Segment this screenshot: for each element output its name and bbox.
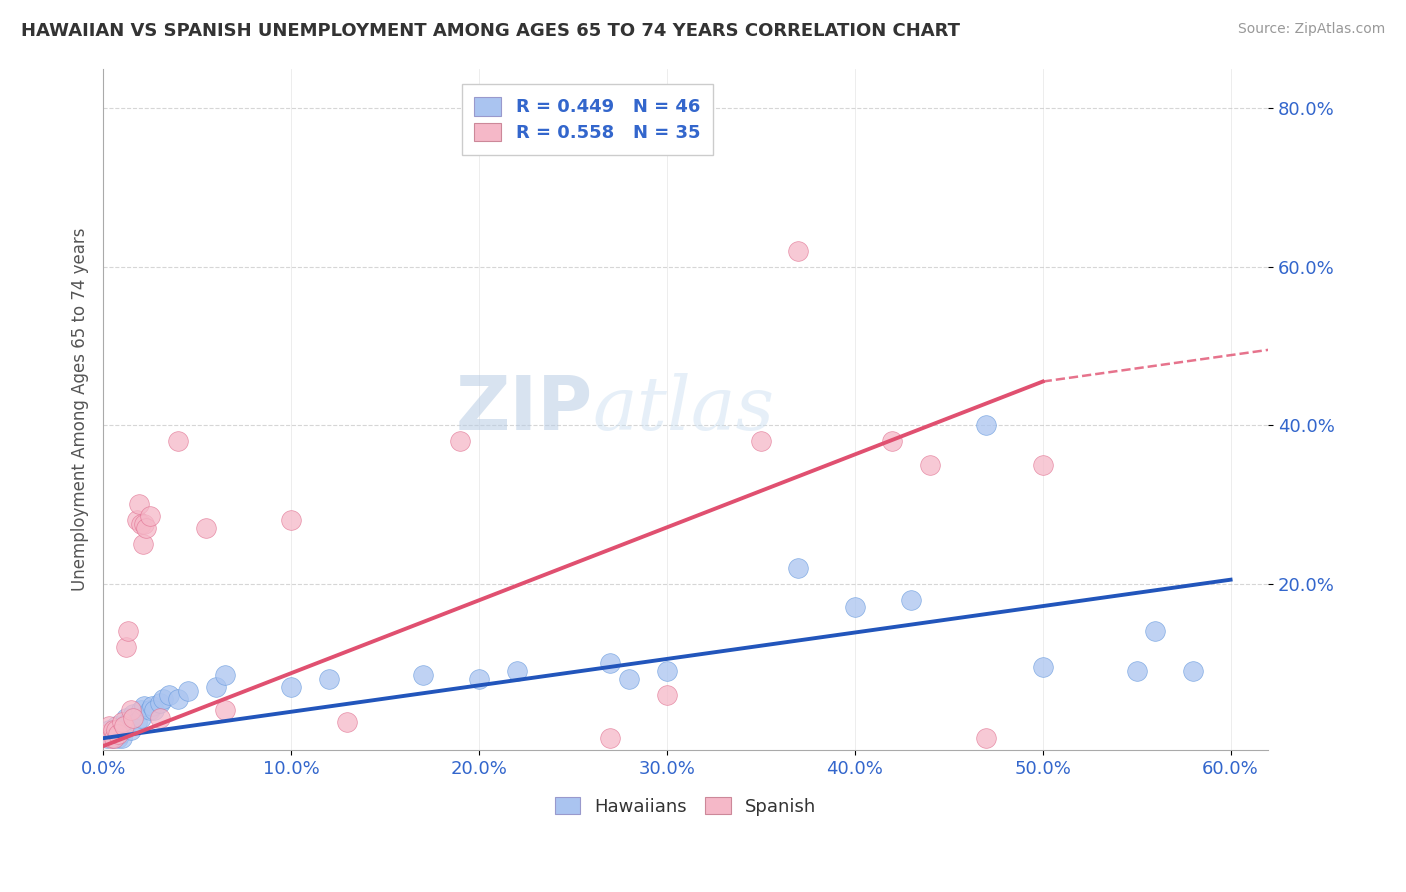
Point [101, 723, 124, 738]
Point [135, 521, 157, 535]
Point [128, 497, 150, 511]
Point [100, 731, 122, 746]
Point [141, 699, 163, 714]
Point [131, 537, 153, 551]
Point [205, 680, 228, 694]
Point [120, 711, 142, 725]
Point [120, 703, 142, 717]
Point [148, 711, 170, 725]
Point [619, 672, 641, 686]
Point [114, 640, 136, 654]
Point [129, 517, 152, 532]
Point [107, 731, 129, 746]
Point [101, 731, 124, 746]
Point [1125, 664, 1147, 678]
Point [844, 600, 866, 615]
Point [97, 723, 120, 738]
Point [129, 711, 152, 725]
Point [655, 664, 678, 678]
Point [129, 703, 152, 717]
Point [1032, 458, 1054, 472]
Point [655, 688, 678, 702]
Point [139, 703, 162, 717]
Point [1182, 664, 1205, 678]
Point [787, 244, 810, 258]
Point [195, 521, 218, 535]
Point [599, 731, 621, 746]
Text: HAWAIIAN VS SPANISH UNEMPLOYMENT AMONG AGES 65 TO 74 YEARS CORRELATION CHART: HAWAIIAN VS SPANISH UNEMPLOYMENT AMONG A… [21, 22, 960, 40]
Point [157, 688, 180, 702]
Point [120, 723, 142, 738]
Point [152, 691, 174, 706]
Point [134, 517, 156, 532]
Point [108, 727, 131, 741]
Point [111, 715, 134, 730]
Point [111, 731, 134, 746]
Point [139, 509, 162, 524]
Text: atlas: atlas [592, 373, 775, 445]
Point [100, 727, 122, 741]
Point [142, 703, 165, 717]
Point [134, 699, 156, 714]
Point [412, 667, 434, 681]
Point [103, 731, 125, 746]
Point [114, 711, 136, 725]
Point [280, 680, 302, 694]
Point [749, 434, 772, 448]
Point [107, 727, 129, 741]
Point [105, 723, 128, 738]
Point [122, 711, 145, 725]
Point [214, 703, 236, 717]
Point [117, 624, 139, 639]
Point [125, 513, 148, 527]
Point [599, 656, 621, 670]
Point [318, 672, 340, 686]
Point [167, 434, 190, 448]
Point [882, 434, 904, 448]
Point [1032, 660, 1054, 674]
Point [96, 727, 118, 741]
Legend: Hawaiians, Spanish: Hawaiians, Spanish [548, 789, 824, 822]
Point [974, 731, 997, 746]
Point [468, 672, 491, 686]
Point [111, 719, 134, 733]
Point [112, 719, 135, 733]
Text: ZIP: ZIP [456, 373, 592, 446]
Point [105, 719, 128, 733]
Point [974, 418, 997, 433]
Point [117, 715, 139, 730]
Point [122, 707, 145, 722]
Point [125, 715, 148, 730]
Point [787, 561, 810, 575]
Point [918, 458, 941, 472]
Point [900, 592, 922, 607]
Point [214, 667, 236, 681]
Point [280, 513, 302, 527]
Point [167, 691, 190, 706]
Point [449, 434, 471, 448]
Point [1144, 624, 1167, 639]
Point [336, 715, 359, 730]
Y-axis label: Unemployment Among Ages 65 to 74 years: Unemployment Among Ages 65 to 74 years [72, 227, 89, 591]
Text: Source: ZipAtlas.com: Source: ZipAtlas.com [1237, 22, 1385, 37]
Point [96, 731, 118, 746]
Point [103, 727, 125, 741]
Point [97, 719, 120, 733]
Point [505, 664, 527, 678]
Point [176, 683, 198, 698]
Point [148, 696, 170, 710]
Point [107, 723, 129, 738]
